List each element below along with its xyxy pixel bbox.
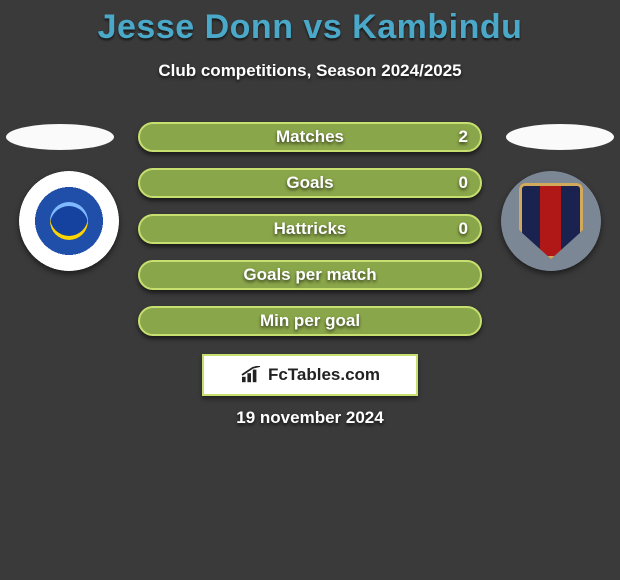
stat-right-value: 2 [459, 124, 468, 150]
brand-badge: FcTables.com [202, 354, 418, 396]
stat-label: Hattricks [140, 216, 480, 242]
stat-row-min-per-goal: Min per goal [138, 306, 482, 336]
stat-label: Goals [140, 170, 480, 196]
stats-container: Matches 2 Goals 0 Hattricks 0 Goals per … [138, 122, 482, 352]
club-crest-right [501, 171, 601, 271]
stat-label: Min per goal [140, 308, 480, 334]
club-crest-left [19, 171, 119, 271]
stat-label: Goals per match [140, 262, 480, 288]
player-shadow-left [6, 124, 114, 150]
player-shadow-right [506, 124, 614, 150]
subtitle: Club competitions, Season 2024/2025 [0, 61, 620, 81]
stat-row-matches: Matches 2 [138, 122, 482, 152]
stat-row-goals: Goals 0 [138, 168, 482, 198]
brand-text: FcTables.com [268, 365, 380, 385]
stat-right-value: 0 [459, 170, 468, 196]
bar-chart-icon [240, 366, 262, 384]
stat-row-goals-per-match: Goals per match [138, 260, 482, 290]
stat-row-hattricks: Hattricks 0 [138, 214, 482, 244]
stat-label: Matches [140, 124, 480, 150]
date-label: 19 november 2024 [0, 408, 620, 428]
stat-right-value: 0 [459, 216, 468, 242]
page-title: Jesse Donn vs Kambindu [0, 0, 620, 47]
